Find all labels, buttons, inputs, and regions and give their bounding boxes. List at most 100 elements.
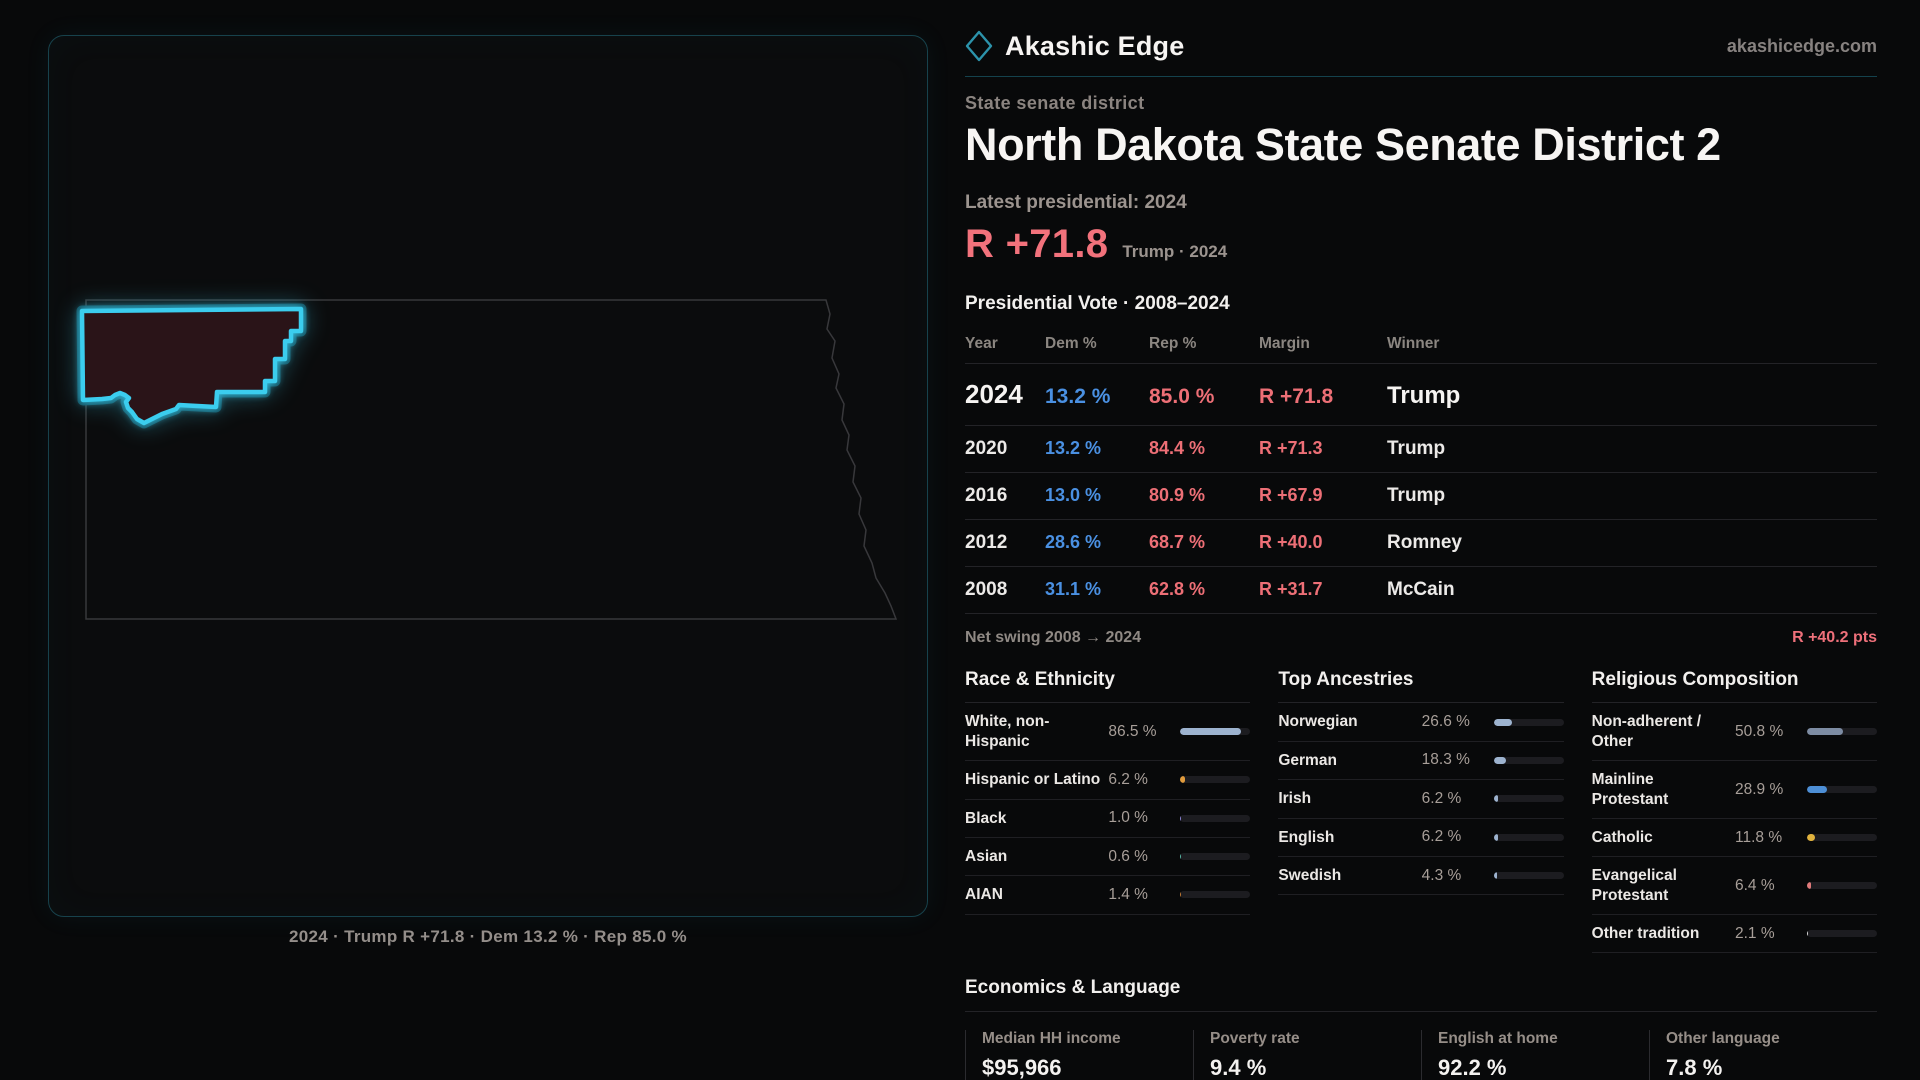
demo-label: Asian	[965, 847, 1008, 865]
stat-value: 9.4 %	[1210, 1055, 1267, 1080]
cell-year: 2024	[965, 379, 1023, 410]
list-item: White, non-Hispanic 86.5 %	[965, 703, 1251, 762]
demo-value: 86.5 %	[1108, 722, 1157, 740]
cell-rep: 62.8 %	[1149, 579, 1206, 600]
district-map	[76, 299, 898, 620]
demo-bar	[1807, 786, 1877, 794]
stat-value: 7.8 %	[1666, 1055, 1723, 1080]
list-item: Non-adherent / Other 50.8 %	[1591, 703, 1877, 762]
net-swing-label: Net swing 2008 → 2024	[965, 629, 1142, 647]
list-item: Irish 6.2 %	[1278, 780, 1564, 819]
race-ethnicity-column: Race & Ethnicity White, non-Hispanic 86.…	[965, 669, 1251, 953]
table-row: 2024 13.2 % 85.0 % R +71.8 Trump	[965, 364, 1877, 427]
religious-composition-column: Religious Composition Non-adherent / Oth…	[1591, 669, 1877, 954]
headline-margin-row: R +71.8 Trump · 2024	[965, 222, 1877, 267]
header-bar: Akashic Edge akashicedge.com	[965, 30, 1877, 62]
list-item: German 18.3 %	[1278, 742, 1564, 781]
list-item: Other tradition 2.1 %	[1591, 915, 1877, 954]
demo-value: 18.3 %	[1421, 751, 1470, 769]
demo-value: 6.2 %	[1108, 770, 1148, 788]
cell-dem: 31.1 %	[1045, 579, 1102, 600]
demo-bar	[1493, 795, 1564, 803]
demo-bar	[1180, 891, 1251, 899]
net-swing-value: R +40.2 pts	[1792, 629, 1877, 647]
presidential-vote-table: Year Dem % Rep % Margin Winner 2024 13.2…	[965, 327, 1877, 647]
demo-value: 0.6 %	[1108, 847, 1148, 865]
col-header-margin: Margin	[1259, 335, 1310, 353]
demographics-section: Race & Ethnicity White, non-Hispanic 86.…	[965, 669, 1877, 954]
economics-stats: Median HH income $95,966 Poverty rate 9.…	[965, 1030, 1877, 1080]
race-ethnicity-title: Race & Ethnicity	[965, 669, 1251, 704]
demo-value: 4.3 %	[1421, 866, 1462, 884]
latest-presidential-label: Latest presidential: 2024	[965, 192, 1187, 214]
demo-value: 26.6 %	[1421, 713, 1470, 731]
demo-label: Norwegian	[1278, 713, 1358, 731]
district-2-shape[interactable]	[79, 306, 304, 426]
demo-label: Catholic	[1591, 828, 1653, 846]
cell-margin: R +40.0	[1259, 532, 1323, 553]
demo-label: Evangelical Protestant	[1591, 867, 1677, 904]
net-swing-row: Net swing 2008 → 2024 R +40.2 pts	[965, 614, 1877, 647]
list-item: English 6.2 %	[1278, 819, 1564, 857]
stat-median-hh-income: Median HH income $95,966	[965, 1030, 1193, 1080]
list-item: Asian 0.6 %	[965, 838, 1251, 877]
page-title: North Dakota State Senate District 2	[965, 119, 1721, 170]
stat-label: English at home	[1438, 1030, 1558, 1048]
demo-value: 11.8 %	[1735, 828, 1783, 846]
cell-winner: Trump	[1387, 382, 1461, 410]
demo-value: 1.0 %	[1108, 809, 1148, 827]
cell-year: 2020	[965, 438, 1008, 460]
demo-label: Black	[965, 809, 1007, 827]
report-panel: Akashic Edge akashicedge.com State senat…	[965, 30, 1877, 1080]
demo-bar	[1180, 814, 1251, 822]
demo-label: English	[1278, 828, 1335, 846]
demo-label: Swedish	[1278, 866, 1342, 884]
demo-bar	[1493, 756, 1564, 764]
cell-year: 2008	[965, 579, 1008, 601]
cell-rep: 68.7 %	[1149, 532, 1206, 553]
demo-value: 2.1 %	[1735, 924, 1775, 942]
demo-label: Non-adherent / Other	[1591, 713, 1702, 750]
stat-poverty-rate: Poverty rate 9.4 %	[1193, 1030, 1421, 1080]
list-item: Evangelical Protestant 6.4 %	[1591, 857, 1877, 916]
stat-value: 92.2 %	[1438, 1055, 1507, 1080]
headline-margin-context: Trump · 2024	[1122, 242, 1228, 262]
cell-winner: McCain	[1387, 579, 1455, 601]
brand-domain-link[interactable]: akashicedge.com	[1726, 35, 1877, 56]
cell-margin: R +71.8	[1259, 385, 1334, 409]
stat-english-at-home: English at home 92.2 %	[1421, 1030, 1649, 1080]
cell-dem: 28.6 %	[1045, 532, 1102, 553]
stat-other-language: Other language 7.8 %	[1649, 1030, 1877, 1080]
cell-dem: 13.2 %	[1045, 385, 1111, 409]
col-header-winner: Winner	[1387, 335, 1440, 353]
demo-label: Other tradition	[1591, 925, 1700, 943]
demo-bar	[1493, 872, 1564, 880]
demo-label: German	[1278, 751, 1337, 769]
top-ancestries-column: Top Ancestries Norwegian 26.6 % German 1…	[1278, 669, 1564, 953]
cell-dem: 13.2 %	[1045, 438, 1102, 459]
demo-label: White, non-Hispanic	[965, 713, 1050, 750]
cell-winner: Trump	[1387, 485, 1446, 507]
list-item: AIAN 1.4 %	[965, 876, 1251, 915]
demo-label: Hispanic or Latino	[965, 771, 1101, 789]
diamond-logo-icon	[965, 30, 993, 62]
table-row: 2016 13.0 % 80.9 % R +67.9 Trump	[965, 473, 1877, 521]
demo-value: 6.2 %	[1421, 789, 1462, 807]
header-divider	[965, 76, 1877, 77]
table-row: 2008 31.1 % 62.8 % R +31.7 McCain	[965, 567, 1877, 615]
cell-margin: R +31.7	[1259, 579, 1323, 600]
demo-bar	[1180, 728, 1251, 736]
demo-bar	[1807, 930, 1877, 938]
demo-value: 50.8 %	[1735, 722, 1784, 740]
demo-label: Mainline Protestant	[1591, 771, 1669, 808]
list-item: Norwegian 26.6 %	[1278, 703, 1564, 742]
kicker-label: State senate district	[965, 93, 1145, 113]
cell-winner: Romney	[1387, 532, 1462, 554]
headline-margin-value: R +71.8	[965, 222, 1109, 267]
cell-year: 2016	[965, 485, 1008, 507]
list-item: Swedish 4.3 %	[1278, 857, 1564, 896]
demo-bar	[1807, 834, 1877, 842]
cell-rep: 80.9 %	[1149, 485, 1206, 506]
brand-name: Akashic Edge	[1005, 30, 1185, 61]
